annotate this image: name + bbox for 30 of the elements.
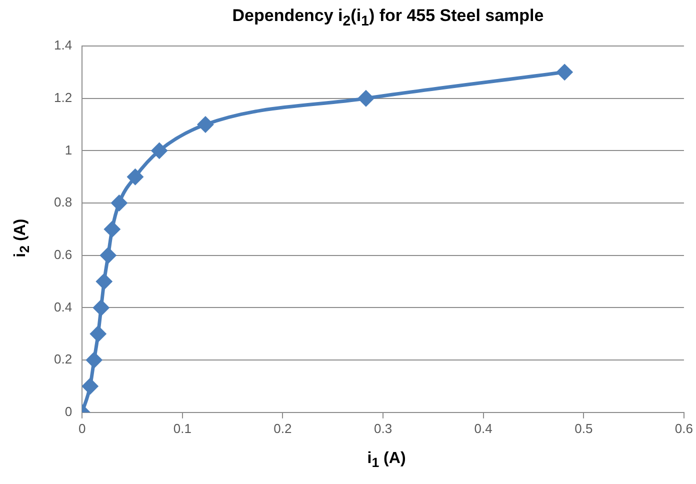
x-tick-label: 0.5 — [574, 420, 593, 436]
chart-title: Dependency i$_{2}$(i$_{1}$) for 455 Steel sample — [231, 6, 545, 30]
y-tick-label: 1.4 — [54, 38, 72, 53]
y-tick-label: 1 — [64, 142, 72, 158]
point — [82, 378, 98, 394]
x-axis-title: i$_{1}$ (A) — [366, 450, 407, 470]
x-tick-label: 0 — [78, 420, 86, 436]
point — [358, 90, 374, 106]
point — [93, 300, 109, 316]
point — [127, 169, 143, 185]
y-tick-label: 0.6 — [54, 246, 72, 262]
point — [556, 64, 572, 80]
x-tick-label: 0.4 — [474, 420, 492, 436]
x-tick-label: 0.6 — [674, 420, 694, 436]
point — [100, 248, 116, 264]
y-tick-label: 0.2 — [54, 352, 72, 367]
y-tick-label: 0.8 — [54, 194, 72, 210]
point — [152, 142, 168, 158]
x-tick-label: 0.2 — [274, 420, 292, 436]
x-tick-label: 0.1 — [173, 420, 192, 436]
point — [90, 326, 106, 342]
point — [96, 274, 112, 290]
point — [111, 195, 127, 211]
point — [86, 352, 102, 368]
x-tick-label: 0.3 — [374, 420, 392, 436]
y-tick-label: 0.4 — [54, 299, 72, 314]
y-tick-label: 0 — [64, 404, 72, 419]
y-tick-label: 1.2 — [54, 90, 72, 105]
point — [198, 116, 214, 132]
point — [104, 221, 120, 237]
